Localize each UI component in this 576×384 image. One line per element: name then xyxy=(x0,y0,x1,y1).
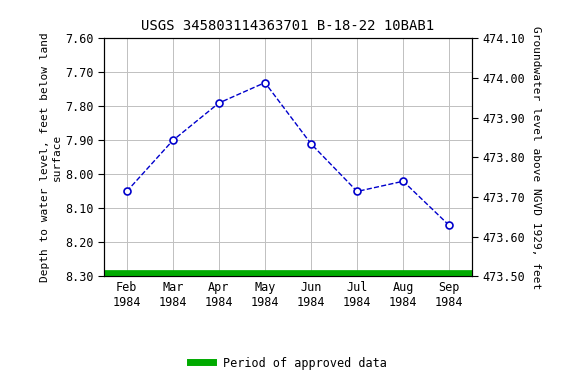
Y-axis label: Depth to water level, feet below land
surface: Depth to water level, feet below land su… xyxy=(40,33,62,282)
Y-axis label: Groundwater level above NGVD 1929, feet: Groundwater level above NGVD 1929, feet xyxy=(531,26,541,289)
Legend: Period of approved data: Period of approved data xyxy=(185,352,391,374)
Title: USGS 345803114363701 B-18-22 10BAB1: USGS 345803114363701 B-18-22 10BAB1 xyxy=(142,19,434,33)
